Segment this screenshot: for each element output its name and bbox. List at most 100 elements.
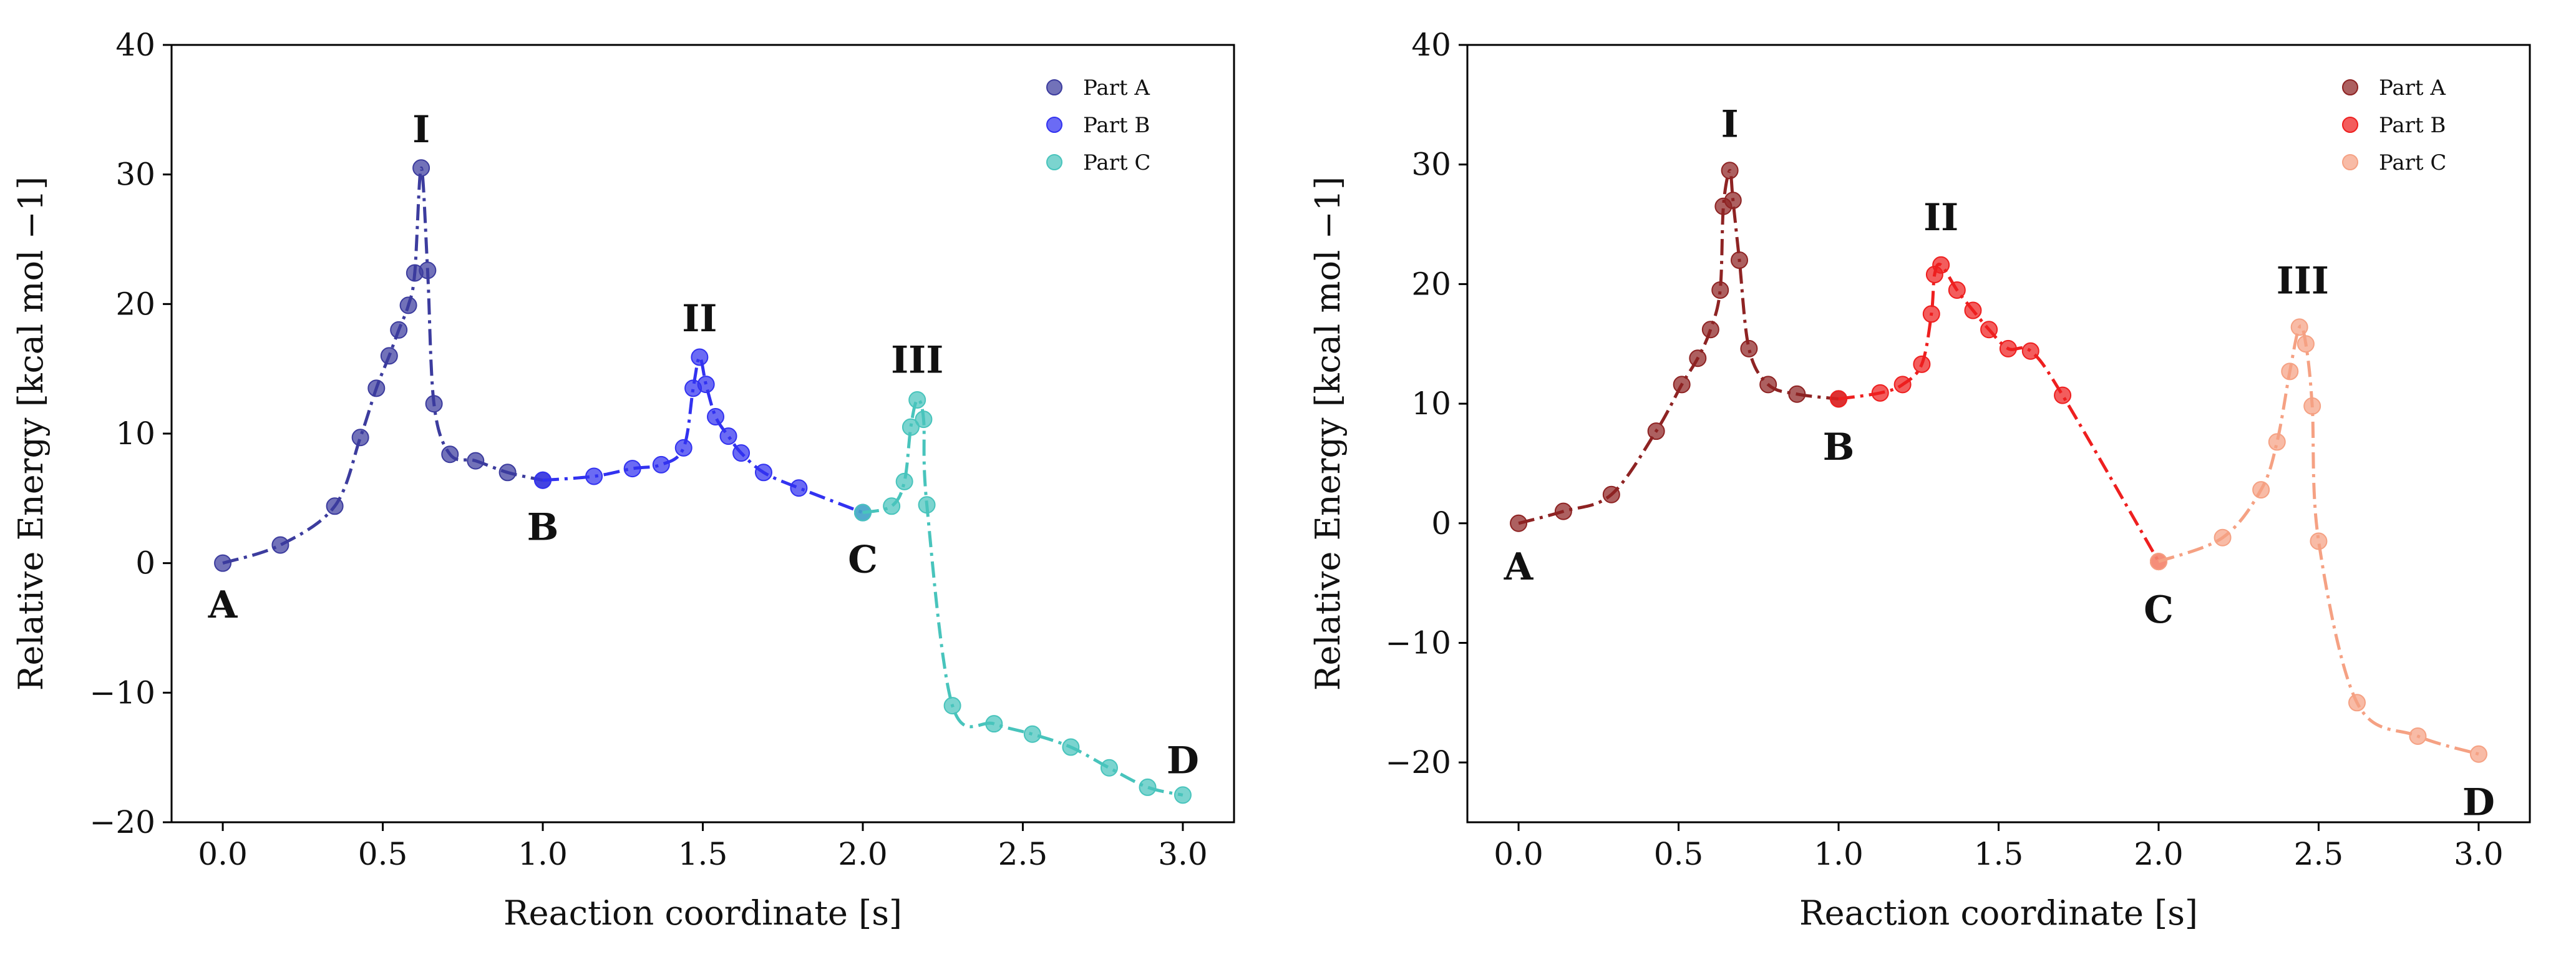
left-x-tick-label: 0.0 bbox=[198, 836, 248, 872]
left-data-point-part-c bbox=[895, 472, 913, 490]
left-y-tick-label: 40 bbox=[115, 27, 155, 63]
right-point-label-b: B bbox=[1823, 425, 1855, 469]
right-data-point-part-b bbox=[1948, 281, 1966, 299]
right-data-point-part-a bbox=[1788, 385, 1806, 403]
right-data-point-part-c bbox=[2290, 318, 2308, 336]
left-data-point-part-a bbox=[380, 347, 398, 365]
right-data-point-part-a bbox=[1724, 192, 1742, 210]
left-y-tick-label: −20 bbox=[89, 804, 155, 840]
right-data-point-part-a bbox=[1721, 162, 1739, 180]
right-legend-label-part-b: Part B bbox=[2379, 113, 2446, 138]
right-data-point-part-b bbox=[1980, 321, 1998, 339]
left-point-label-c: C bbox=[848, 538, 878, 581]
right-legend-marker-part-b bbox=[2342, 117, 2358, 133]
right-y-tick-label: 30 bbox=[1411, 147, 1451, 183]
left-data-point-part-c bbox=[853, 503, 872, 522]
left-data-point-part-a bbox=[441, 445, 459, 464]
left-point-label-iii: III bbox=[891, 339, 943, 382]
right-data-point-part-a bbox=[1731, 251, 1749, 270]
right-y-tick-label: 40 bbox=[1411, 27, 1451, 63]
left-data-point-part-c bbox=[1139, 778, 1157, 796]
right-y-tick-label: 10 bbox=[1411, 386, 1451, 422]
left-point-label-d: D bbox=[1167, 739, 1199, 782]
right-point-label-i: I bbox=[1721, 103, 1739, 147]
right-data-point-part-c bbox=[2268, 433, 2286, 451]
left-point-label-a: A bbox=[208, 583, 238, 627]
left-series-line-part-a bbox=[222, 166, 543, 565]
right-legend-marker-part-a bbox=[2342, 79, 2358, 95]
right-data-point-part-c bbox=[2149, 553, 2167, 571]
right-y-tick-label: −10 bbox=[1385, 624, 1451, 661]
left-x-tick-label: 1.0 bbox=[518, 836, 568, 872]
left-legend-label-part-b: Part B bbox=[1083, 113, 1150, 138]
right-data-point-part-b bbox=[1922, 305, 1940, 323]
right-data-point-part-a bbox=[1510, 514, 1528, 532]
right-data-point-part-a bbox=[1554, 502, 1572, 520]
left-data-point-part-b bbox=[790, 479, 808, 497]
left-y-tick-label: 0 bbox=[135, 545, 155, 581]
left-data-point-part-c bbox=[918, 496, 936, 514]
right-data-point-part-a bbox=[1701, 321, 1719, 339]
right-data-point-part-b bbox=[1893, 376, 1912, 394]
left-data-point-part-a bbox=[399, 296, 417, 314]
right-data-point-part-b bbox=[1932, 256, 1950, 274]
left-y-tick-label: 20 bbox=[115, 286, 155, 322]
left-data-point-part-c bbox=[1023, 725, 1041, 743]
left-point-label-i: I bbox=[412, 108, 430, 152]
right-data-point-part-c bbox=[2303, 397, 2321, 415]
left-y-tick-label: −10 bbox=[89, 674, 155, 711]
right-x-tick-label: 0.5 bbox=[1654, 836, 1704, 872]
right-x-tick-label: 1.5 bbox=[1974, 836, 2024, 872]
right-point-label-a: A bbox=[1504, 545, 1534, 589]
left-x-tick-label: 0.5 bbox=[358, 836, 408, 872]
right-data-point-part-c bbox=[2409, 727, 2427, 745]
left-data-point-part-c bbox=[883, 497, 901, 515]
right-y-tick-label: 0 bbox=[1431, 505, 1451, 542]
right-y-tick-label: 20 bbox=[1411, 266, 1451, 302]
right-x-tick-label: 0.0 bbox=[1494, 836, 1543, 872]
left-data-point-part-b bbox=[754, 464, 772, 482]
left-data-point-part-c bbox=[985, 715, 1003, 733]
right-x-tick-label: 3.0 bbox=[2454, 836, 2504, 872]
left-data-point-part-c bbox=[902, 418, 920, 436]
right-data-point-part-a bbox=[1740, 339, 1758, 357]
left-y-tick-label: 10 bbox=[115, 415, 155, 452]
right-data-point-part-b bbox=[1964, 301, 1982, 319]
right-data-point-part-c bbox=[2214, 528, 2232, 547]
right-data-point-part-c bbox=[2310, 532, 2328, 550]
left-data-point-part-a bbox=[467, 452, 485, 470]
right-data-point-part-b bbox=[1913, 355, 1931, 373]
left-data-point-part-b bbox=[707, 408, 725, 426]
left-data-point-part-c bbox=[943, 697, 961, 715]
right-x-tick-label: 2.0 bbox=[2134, 836, 2184, 872]
left-y-tick-label: 30 bbox=[115, 157, 155, 193]
left-legend-label-part-c: Part C bbox=[1083, 150, 1150, 175]
left-data-point-part-b bbox=[652, 455, 670, 474]
right-energy-profile-chart: 0.0 0.5 1.0 1.5 2.0 2.5 3.0 −20 −10 0 10 20 30 40 Reac… bbox=[1308, 27, 2531, 933]
left-x-tick-label: 2.5 bbox=[998, 836, 1048, 872]
right-data-point-part-b bbox=[1871, 384, 1889, 402]
left-point-label-ii: II bbox=[682, 297, 717, 341]
right-point-label-ii: II bbox=[1923, 196, 1958, 240]
left-data-point-part-b bbox=[674, 439, 693, 457]
left-data-point-part-c bbox=[1100, 759, 1118, 777]
left-point-label-b: B bbox=[527, 506, 559, 550]
right-data-point-part-c bbox=[2281, 362, 2299, 381]
right-series-line-part-b bbox=[1838, 263, 2160, 563]
left-data-point-part-b bbox=[691, 348, 709, 366]
left-data-point-part-a bbox=[412, 159, 430, 177]
left-legend-marker-part-b bbox=[1046, 117, 1062, 133]
left-x-tick-label: 3.0 bbox=[1158, 836, 1208, 872]
right-data-point-part-a bbox=[1689, 349, 1707, 367]
left-data-point-part-c bbox=[915, 411, 933, 429]
right-data-point-part-a bbox=[1711, 281, 1729, 299]
left-data-point-part-a bbox=[419, 261, 437, 279]
left-data-point-part-c bbox=[908, 391, 926, 409]
left-y-axis-label: Relative Energy [kcal mol −1] bbox=[11, 177, 51, 691]
left-data-point-part-a bbox=[326, 497, 344, 515]
left-data-point-part-b bbox=[623, 460, 641, 478]
left-legend-marker-part-a bbox=[1046, 79, 1062, 95]
right-data-point-part-a bbox=[1602, 485, 1620, 503]
left-data-point-part-a bbox=[498, 464, 517, 482]
